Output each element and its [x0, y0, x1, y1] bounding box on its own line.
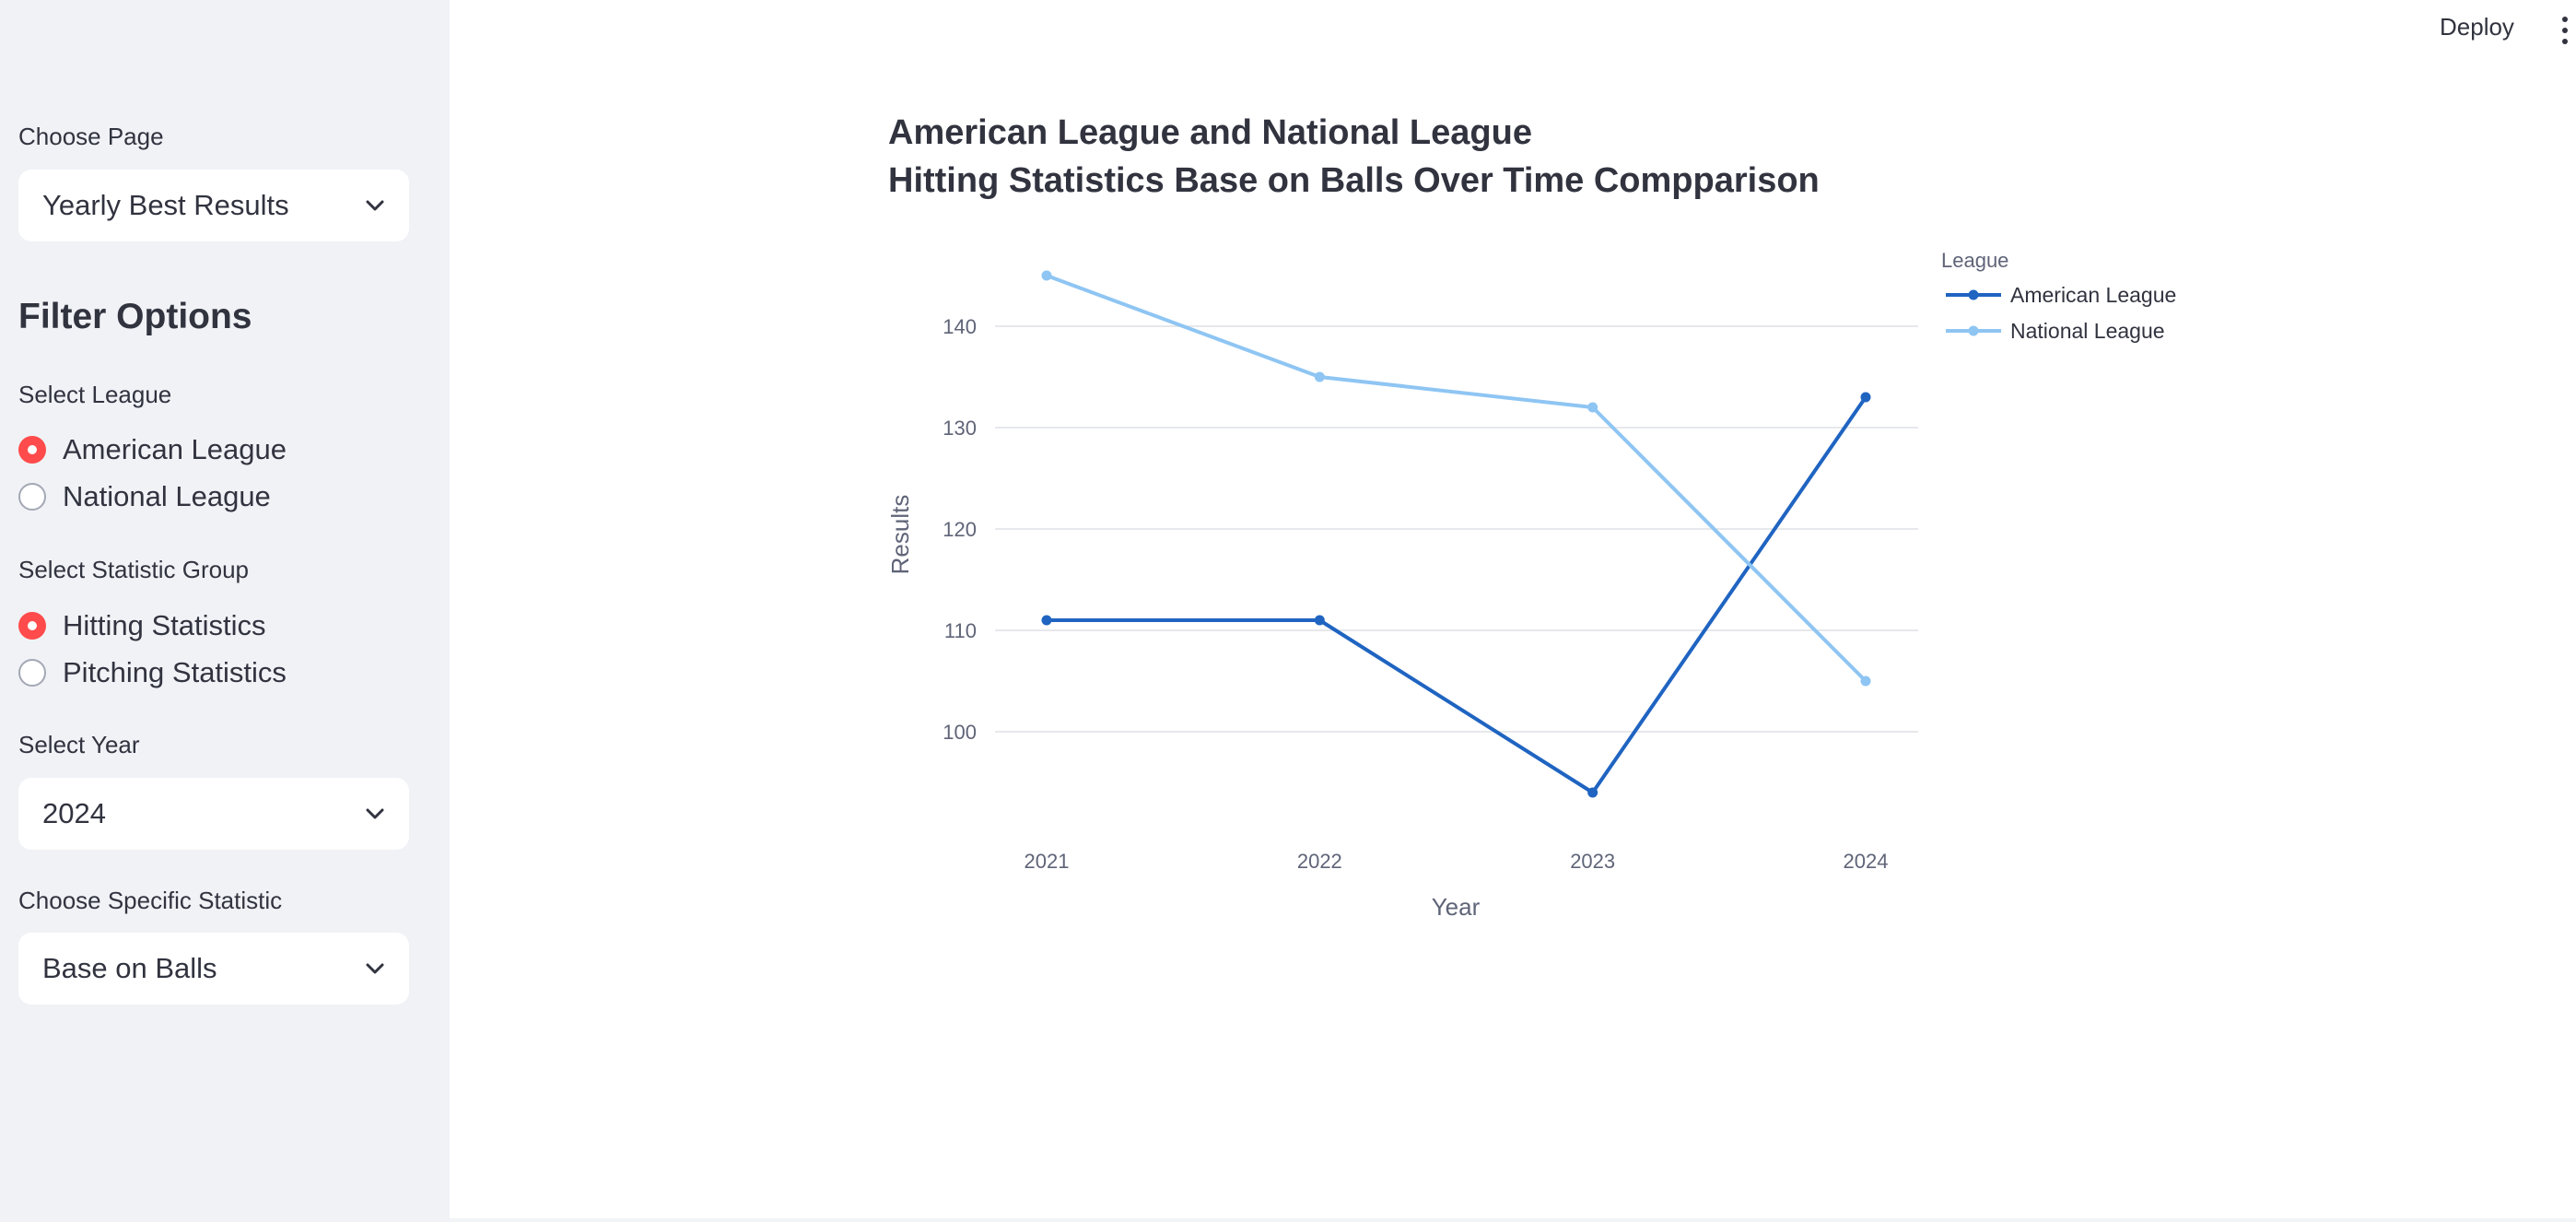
x-axis-title: Year	[1432, 893, 1481, 921]
data-point	[1314, 615, 1325, 626]
radio-selected-icon	[18, 436, 46, 464]
legend-label: American League	[2010, 283, 2176, 307]
radio-label: Hitting Statistics	[63, 609, 266, 641]
radio-unselected-icon	[18, 483, 46, 511]
legend-swatch-marker	[1968, 325, 1979, 336]
select-league-label: Select League	[18, 381, 172, 408]
year-select[interactable]: 2024	[18, 778, 409, 850]
choose-page-label: Choose Page	[18, 123, 164, 150]
statistic-value: Base on Balls	[42, 952, 217, 984]
x-tick-label: 2022	[1297, 850, 1342, 873]
chevron-down-icon	[366, 200, 384, 211]
year-value: 2024	[42, 797, 106, 829]
series-line-0	[1047, 395, 1868, 794]
select-stat-group-label: Select Statistic Group	[18, 556, 249, 583]
x-tick-label: 2021	[1025, 850, 1070, 873]
choose-page-select[interactable]: Yearly Best Results	[18, 170, 409, 241]
data-point	[1314, 371, 1325, 382]
sidebar: Choose Page Yearly Best Results Filter O…	[0, 0, 450, 1222]
legend-swatch-marker	[1968, 289, 1979, 300]
statistic-select[interactable]: Base on Balls	[18, 933, 409, 1005]
radio-label: Pitching Statistics	[63, 656, 287, 688]
data-point	[1860, 676, 1871, 687]
legend-label: National League	[2010, 319, 2165, 343]
y-tick-label: 140	[943, 315, 977, 338]
radio-selected-icon	[18, 612, 46, 640]
data-point	[1587, 787, 1598, 798]
x-tick-label: 2024	[1844, 850, 1889, 873]
bottom-divider	[450, 1218, 2576, 1222]
radio-label: American League	[63, 433, 287, 465]
radio-unselected-icon	[18, 659, 46, 687]
main-menu-icon[interactable]	[2559, 17, 2570, 46]
filter-options-title: Filter Options	[18, 297, 252, 336]
radio-label: National League	[63, 480, 271, 512]
data-point	[1860, 392, 1871, 403]
choose-page-value: Yearly Best Results	[42, 189, 289, 221]
chevron-down-icon	[366, 963, 384, 974]
data-point	[1041, 615, 1052, 626]
x-tick-label: 2023	[1570, 850, 1615, 873]
y-tick-label: 120	[943, 518, 977, 541]
deploy-button[interactable]: Deploy	[2440, 13, 2514, 41]
choose-statistic-label: Choose Specific Statistic	[18, 887, 283, 914]
y-tick-label: 110	[944, 619, 977, 642]
y-tick-label: 100	[943, 721, 977, 744]
y-tick-label: 130	[943, 417, 977, 440]
chart-subtitle: Hitting Statistics Base on Balls Over Ti…	[888, 161, 1820, 200]
data-point	[1041, 270, 1052, 281]
data-point	[1587, 402, 1598, 413]
select-year-label: Select Year	[18, 731, 140, 758]
chart-title-block: American League and National League Hitt…	[888, 109, 1820, 205]
y-axis-title: Results	[886, 495, 914, 575]
chevron-down-icon	[366, 808, 384, 819]
legend-title: League	[1941, 249, 2008, 272]
chart-title: American League and National League	[888, 113, 1532, 152]
series-line-1	[1046, 274, 1868, 683]
